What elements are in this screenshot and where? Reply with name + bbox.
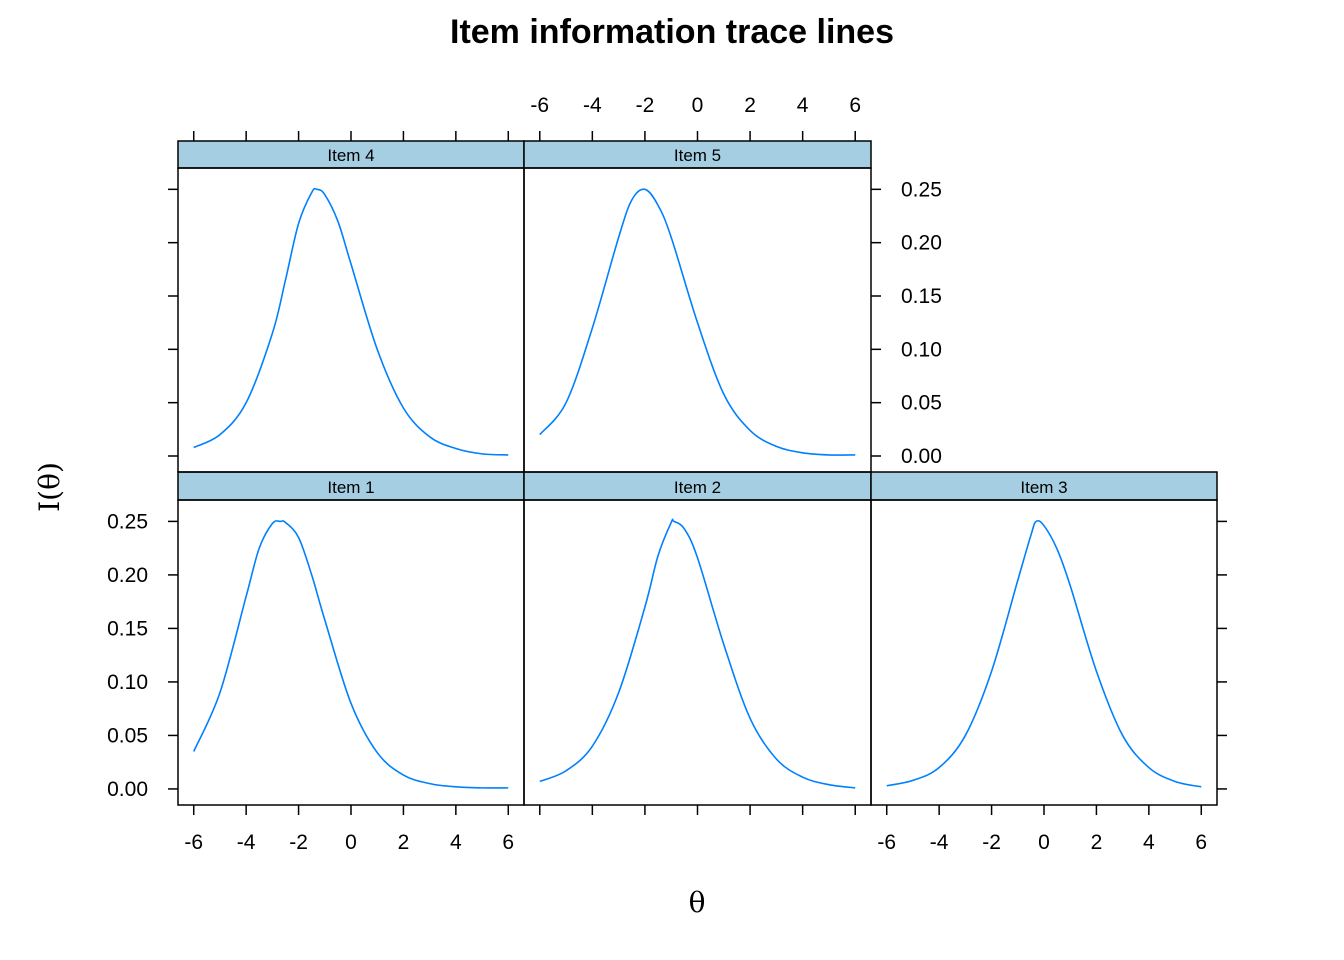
y-tick-label: 0.15	[901, 285, 942, 308]
x-tick-label: -2	[289, 831, 308, 854]
panel-frame	[870, 499, 1218, 806]
x-tick-label: -4	[583, 94, 602, 117]
chart-title: Item information trace lines	[450, 13, 894, 51]
panel-strip-label: Item 3	[1020, 478, 1067, 497]
panel-item-1: Item 1	[177, 471, 525, 806]
panel-strip-label: Item 4	[327, 146, 374, 165]
series-line-item-1	[192, 520, 509, 789]
panel-strip	[523, 471, 872, 501]
y-tick-label: 0.10	[901, 338, 942, 361]
x-tick-label: -4	[930, 831, 949, 854]
x-tick-label: -2	[636, 94, 655, 117]
plot-layer: Item 1 Item 2 Item 3 Item 4 Item 5 -6 -4 -2 0 2 4 6…	[107, 94, 1227, 854]
series-line-item-4	[193, 187, 509, 456]
x-tick-label: 4	[797, 94, 809, 117]
y-tick-label: 0.10	[107, 671, 148, 694]
y-tick-label: 0.25	[107, 510, 148, 533]
panel-strip-label: Item 5	[674, 146, 721, 165]
x-tick-label: 2	[398, 831, 410, 854]
x-tick-label: -6	[530, 94, 549, 117]
x-tick-label: 4	[450, 831, 462, 854]
panel-strip-label: Item 2	[674, 478, 721, 497]
y-tick-label: 0.20	[107, 564, 148, 587]
x-tick-label: -6	[877, 831, 896, 854]
y-tick-label: 0.00	[901, 445, 942, 468]
panel-item-4: Item 4	[177, 140, 525, 473]
x-tick-label: 6	[502, 831, 514, 854]
y-tick-label: 0.05	[107, 724, 148, 747]
x-tick-label: 0	[1038, 831, 1050, 854]
panel-frame	[523, 499, 872, 806]
panel-item-3: Item 3	[870, 471, 1218, 806]
y-tick-label: 0.05	[901, 392, 942, 415]
x-tick-label: -4	[237, 831, 256, 854]
panel-item-5: Item 5	[523, 140, 872, 473]
series-line-item-5	[539, 188, 856, 456]
x-tick-label: 0	[345, 831, 357, 854]
panel-strip	[177, 471, 525, 501]
panel-frame	[177, 499, 525, 806]
x-axis-title: θ	[689, 886, 706, 919]
x-tick-label: 6	[1195, 831, 1207, 854]
panel-strip-label: Item 1	[327, 478, 374, 497]
x-tick-label: 2	[744, 94, 756, 117]
series-line-item-2	[539, 518, 856, 789]
panel-item-2: Item 2	[523, 471, 872, 806]
y-axis-title: I(θ)	[33, 462, 66, 512]
x-tick-label: 4	[1143, 831, 1155, 854]
y-tick-label: 0.20	[901, 232, 942, 255]
series-line-item-3	[886, 519, 1202, 788]
y-tick-label: 0.15	[107, 617, 148, 640]
y-tick-label: 0.25	[901, 178, 942, 201]
x-tick-label: -6	[184, 831, 203, 854]
x-tick-label: 6	[849, 94, 861, 117]
x-tick-label: 2	[1091, 831, 1103, 854]
x-tick-label: 0	[692, 94, 704, 117]
x-tick-label: -2	[982, 831, 1001, 854]
panel-frame	[523, 167, 872, 473]
y-tick-label: 0.00	[107, 778, 148, 801]
axes: -6 -4 -2 0 2 4 6 -6 -4 -2 0 2 4 6 -6 -4 -2 0 2 4 6 0.00 0.05 0.…	[107, 94, 1227, 854]
